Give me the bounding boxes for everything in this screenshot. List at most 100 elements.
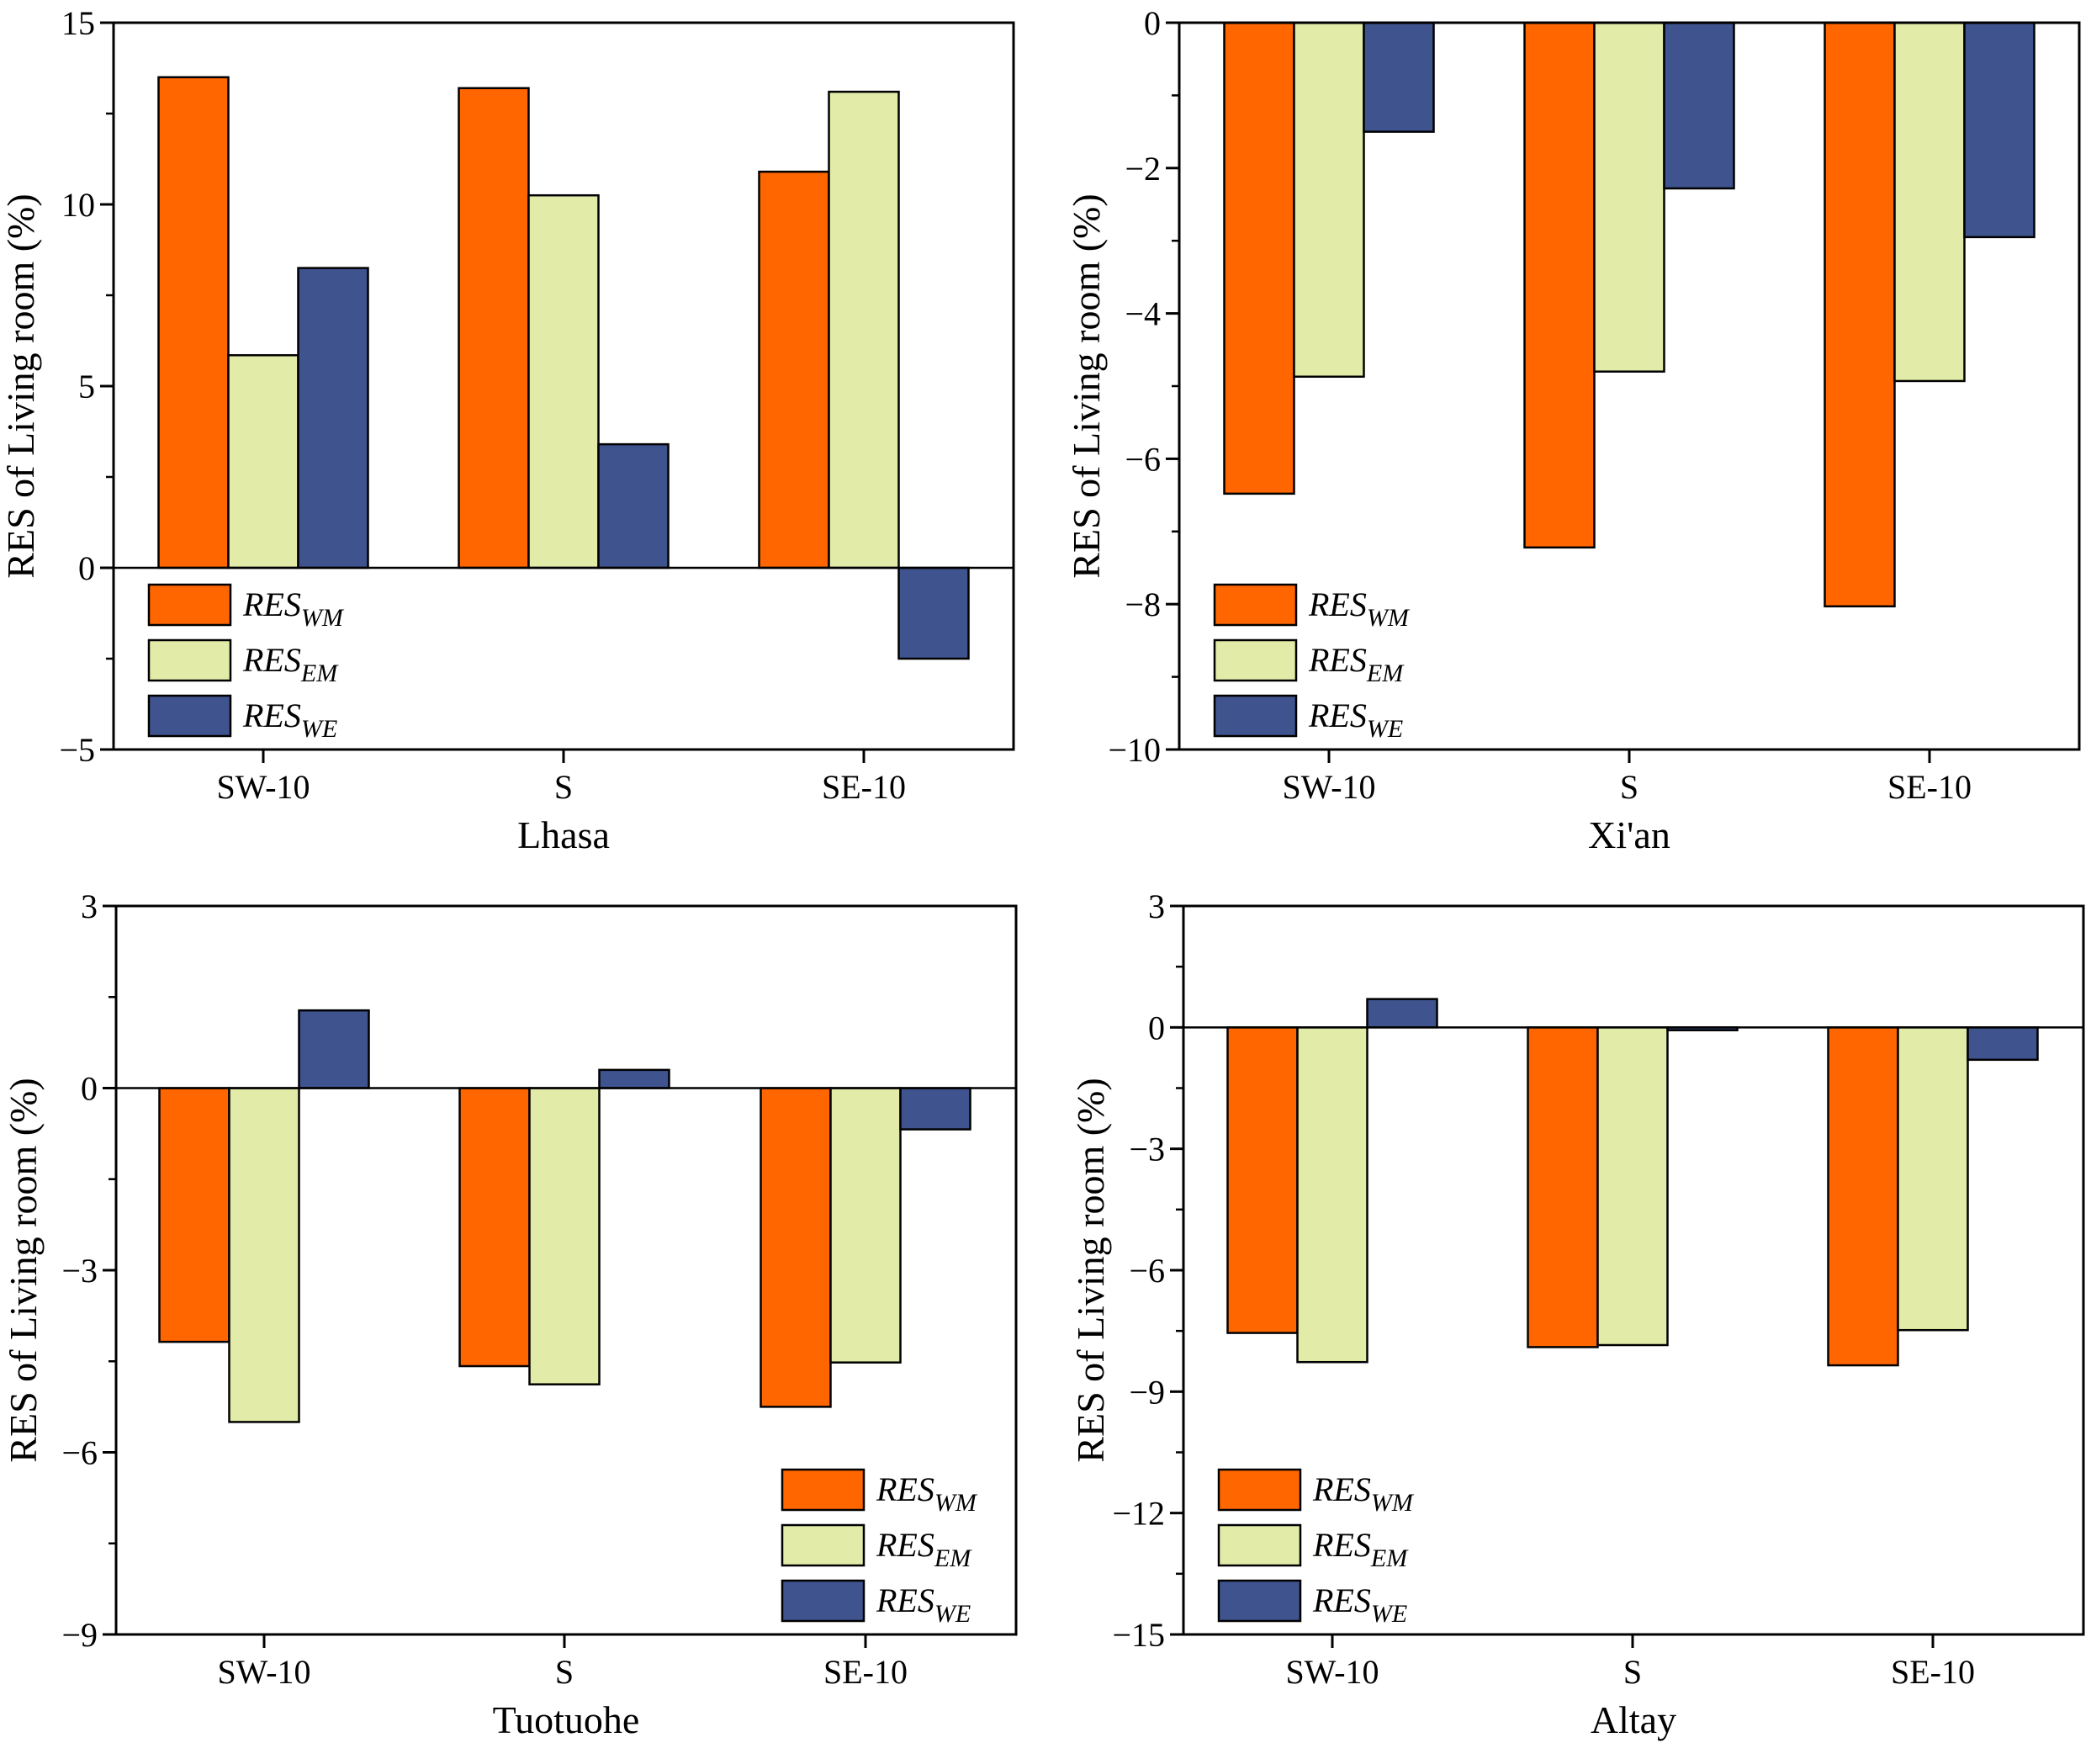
legend-label-subscript: WM bbox=[934, 1489, 978, 1517]
x-tick-label: SW-10 bbox=[216, 768, 310, 806]
bar-em-s bbox=[1593, 21, 1665, 373]
legend-label-wm: RESWM bbox=[1308, 585, 1411, 632]
legend-label-wm: RESWM bbox=[876, 1470, 978, 1517]
legend-swatch-em bbox=[1213, 638, 1298, 682]
bar-wm-sw-10 bbox=[158, 1087, 230, 1343]
legend-label-we: RESWE bbox=[1308, 697, 1403, 743]
y-tick-label: −8 bbox=[1125, 585, 1161, 623]
legend-label-main: RES bbox=[242, 697, 301, 734]
y-tick-label: 3 bbox=[1148, 887, 1165, 925]
legend-label-main: RES bbox=[1308, 641, 1367, 679]
legend-swatch-we bbox=[1213, 694, 1298, 738]
x-tick-label: S bbox=[1620, 768, 1638, 806]
bar-we-sw-10 bbox=[297, 267, 369, 569]
y-tick-label: −3 bbox=[1129, 1131, 1165, 1168]
bar-em-se-10 bbox=[1897, 1026, 1969, 1332]
legend-swatch-em bbox=[1217, 1523, 1302, 1567]
panel-altay: −15 −12 −9 −6 −3 0 3 SW-10 S SE-10 RES of Living r… bbox=[1069, 887, 2085, 1741]
y-tick-label: −15 bbox=[1112, 1616, 1165, 1654]
legend-swatch-wm bbox=[147, 583, 232, 627]
bar-wm-se-10 bbox=[1824, 21, 1896, 608]
legend-swatch-we bbox=[1217, 1579, 1302, 1623]
legend-swatch-em bbox=[147, 638, 232, 682]
legend-label-main: RES bbox=[1308, 697, 1367, 734]
x-tick-label: SW-10 bbox=[217, 1653, 310, 1691]
bar-we-sw-10 bbox=[1366, 998, 1438, 1029]
legend-label-subscript: WE bbox=[934, 1600, 971, 1628]
x-tick-label: SE-10 bbox=[823, 1653, 908, 1691]
bar-em-se-10 bbox=[1893, 21, 1966, 383]
legend-label-subscript: WM bbox=[1371, 1489, 1415, 1517]
bar-em-sw-10 bbox=[1293, 21, 1365, 379]
y-tick-label: −9 bbox=[61, 1616, 98, 1654]
y-tick-label: −6 bbox=[1125, 440, 1161, 478]
bar-em-sw-10 bbox=[228, 1087, 300, 1423]
legend-label-em: RESEM bbox=[876, 1526, 972, 1572]
y-tick-label: 0 bbox=[1144, 4, 1161, 42]
legend-label-we: RESWE bbox=[1312, 1581, 1407, 1628]
legend-label-main: RES bbox=[876, 1470, 934, 1508]
bar-we-se-10 bbox=[1963, 21, 2035, 239]
x-tick-label: SE-10 bbox=[822, 768, 906, 806]
y-tick-label: 0 bbox=[78, 549, 95, 587]
bar-em-se-10 bbox=[829, 1087, 902, 1364]
legend-swatch-we bbox=[781, 1579, 866, 1623]
bar-em-se-10 bbox=[828, 90, 900, 569]
x-tick-label: S bbox=[555, 1653, 574, 1691]
legend-label-subscript: EM bbox=[1370, 1544, 1409, 1572]
y-tick-label: 0 bbox=[81, 1070, 98, 1108]
legend-label-main: RES bbox=[242, 585, 301, 623]
legend-swatch-em bbox=[781, 1523, 866, 1567]
bar-em-s bbox=[527, 193, 600, 569]
bar-em-s bbox=[528, 1087, 601, 1385]
bar-we-s bbox=[598, 1068, 670, 1089]
y-axis-label: RES of Living room (%) bbox=[1069, 1078, 1112, 1462]
bar-we-sw-10 bbox=[298, 1009, 370, 1089]
x-tick-label: S bbox=[554, 768, 573, 806]
legend-label-subscript: EM bbox=[1366, 660, 1405, 687]
y-tick-label: −9 bbox=[1129, 1373, 1165, 1411]
y-tick-label: −4 bbox=[1125, 295, 1161, 333]
bar-we-sw-10 bbox=[1363, 21, 1435, 133]
y-tick-label: 3 bbox=[81, 887, 98, 925]
legend-label-main: RES bbox=[1312, 1581, 1371, 1619]
bar-wm-se-10 bbox=[758, 170, 830, 569]
panel-tuotuohe: −9 −6 −3 0 3 SW-10 S SE-10 RES of Living room (%… bbox=[2, 887, 1018, 1741]
legend-label-subscript: WM bbox=[301, 604, 345, 632]
bar-em-sw-10 bbox=[227, 354, 299, 569]
legend-label-we: RESWE bbox=[242, 697, 337, 743]
bar-wm-s bbox=[1527, 1026, 1599, 1348]
legend-label-wm: RESWM bbox=[242, 585, 345, 632]
y-tick-label: −6 bbox=[1129, 1252, 1165, 1290]
legend-swatch-wm bbox=[781, 1468, 866, 1512]
legend-label-subscript: WE bbox=[1371, 1600, 1407, 1628]
legend-label-subscript: WE bbox=[1367, 715, 1403, 743]
bar-wm-sw-10 bbox=[157, 76, 230, 569]
legend-label-main: RES bbox=[1312, 1470, 1371, 1508]
x-axis-title: Lhasa bbox=[517, 813, 610, 856]
x-tick-label: SW-10 bbox=[1285, 1653, 1379, 1691]
legend-label-main: RES bbox=[1308, 585, 1367, 623]
y-tick-label: −6 bbox=[61, 1434, 98, 1472]
legend-label-em: RESEM bbox=[1308, 641, 1405, 687]
bar-we-se-10 bbox=[899, 1087, 971, 1131]
x-tick-label: SW-10 bbox=[1282, 768, 1375, 806]
legend: RESWM RESEM RES WE bbox=[781, 1468, 978, 1628]
legend-label-em: RESEM bbox=[1312, 1526, 1409, 1572]
legend-label-main: RES bbox=[1312, 1526, 1371, 1564]
x-axis-title: Tuotuohe bbox=[493, 1698, 640, 1741]
bar-we-s bbox=[597, 442, 670, 569]
y-tick-label: −2 bbox=[1125, 150, 1161, 188]
y-tick-label: −5 bbox=[59, 731, 95, 769]
y-axis-label: RES of Living room (%) bbox=[0, 193, 42, 578]
y-axis-label: RES of Living room (%) bbox=[1065, 193, 1108, 578]
legend-label-subscript: EM bbox=[934, 1544, 972, 1572]
y-tick-label: 5 bbox=[78, 368, 95, 405]
bar-wm-s bbox=[458, 1087, 531, 1368]
y-tick-label: 0 bbox=[1148, 1009, 1165, 1046]
legend-label-em: RESEM bbox=[242, 641, 339, 687]
y-tick-label: −10 bbox=[1108, 731, 1161, 769]
